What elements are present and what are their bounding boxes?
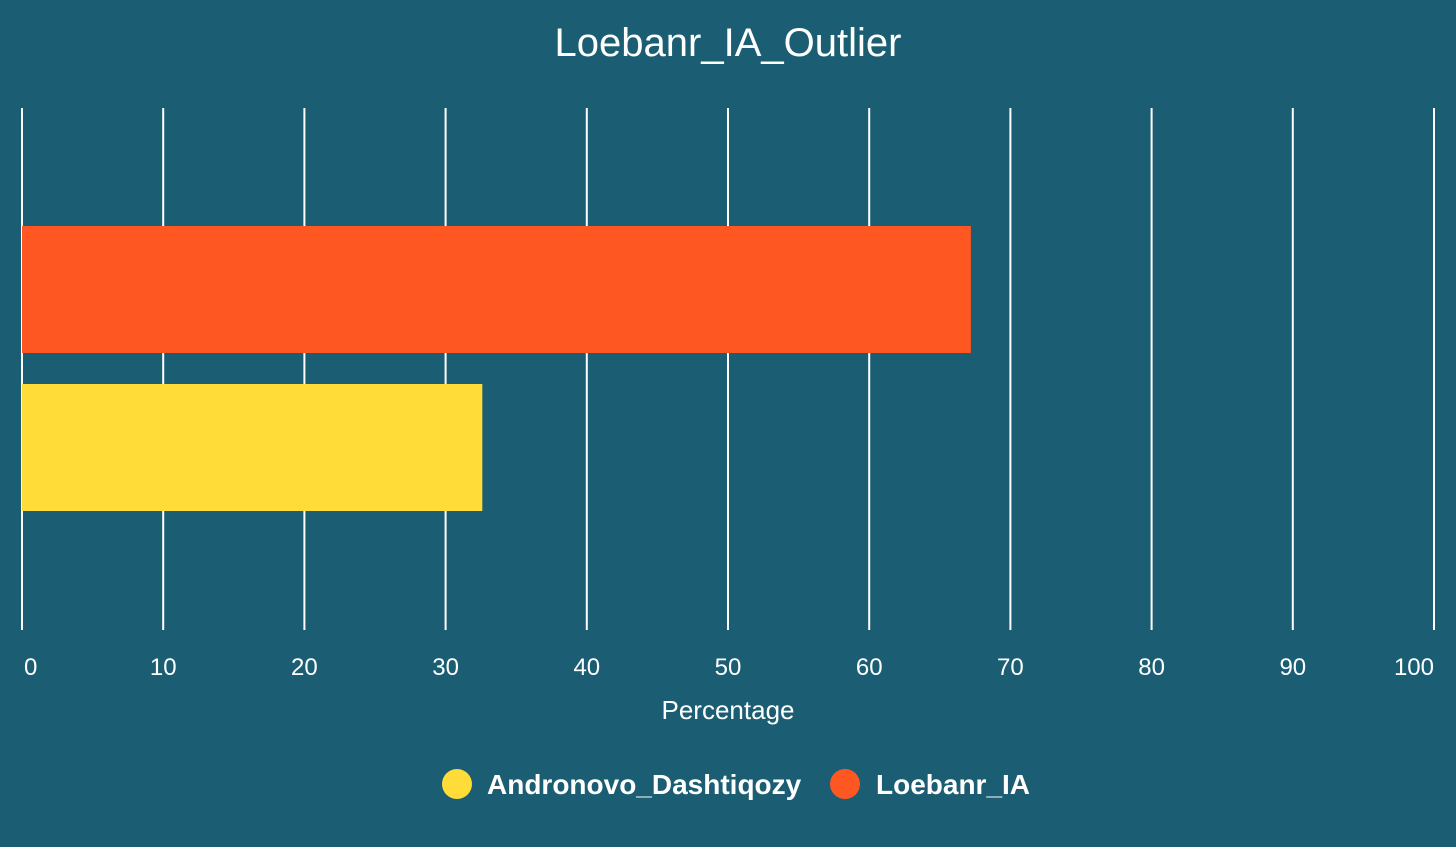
x-axis-ticks: 0 10 20 30 40 50 60 70 80 90 100 [24,654,1434,681]
x-tick-label: 100 [1394,654,1434,681]
x-tick-label: 60 [856,654,883,681]
x-tick-label: 30 [432,654,459,681]
bar-andronovo-dashtiqozy [22,384,483,511]
x-tick-label: 40 [573,654,600,681]
legend-swatch [442,769,472,799]
x-tick-label: 90 [1279,654,1306,681]
legend-label: Loebanr_IA [876,769,1030,800]
legend: Andronovo_Dashtiqozy Loebanr_IA [442,769,1030,800]
x-tick-label: 70 [997,654,1024,681]
bar-loebanr-ia [22,226,971,353]
x-tick-label: 80 [1138,654,1165,681]
x-tick-label: 20 [291,654,318,681]
x-axis-label: Percentage [662,695,795,725]
bars [22,226,971,511]
gridlines [21,108,1435,630]
legend-swatch [830,769,860,799]
legend-label: Andronovo_Dashtiqozy [487,769,802,800]
x-tick-label: 10 [150,654,177,681]
x-tick-label: 0 [24,654,37,681]
x-tick-label: 50 [715,654,742,681]
chart-title: Loebanr_IA_Outlier [555,21,902,65]
